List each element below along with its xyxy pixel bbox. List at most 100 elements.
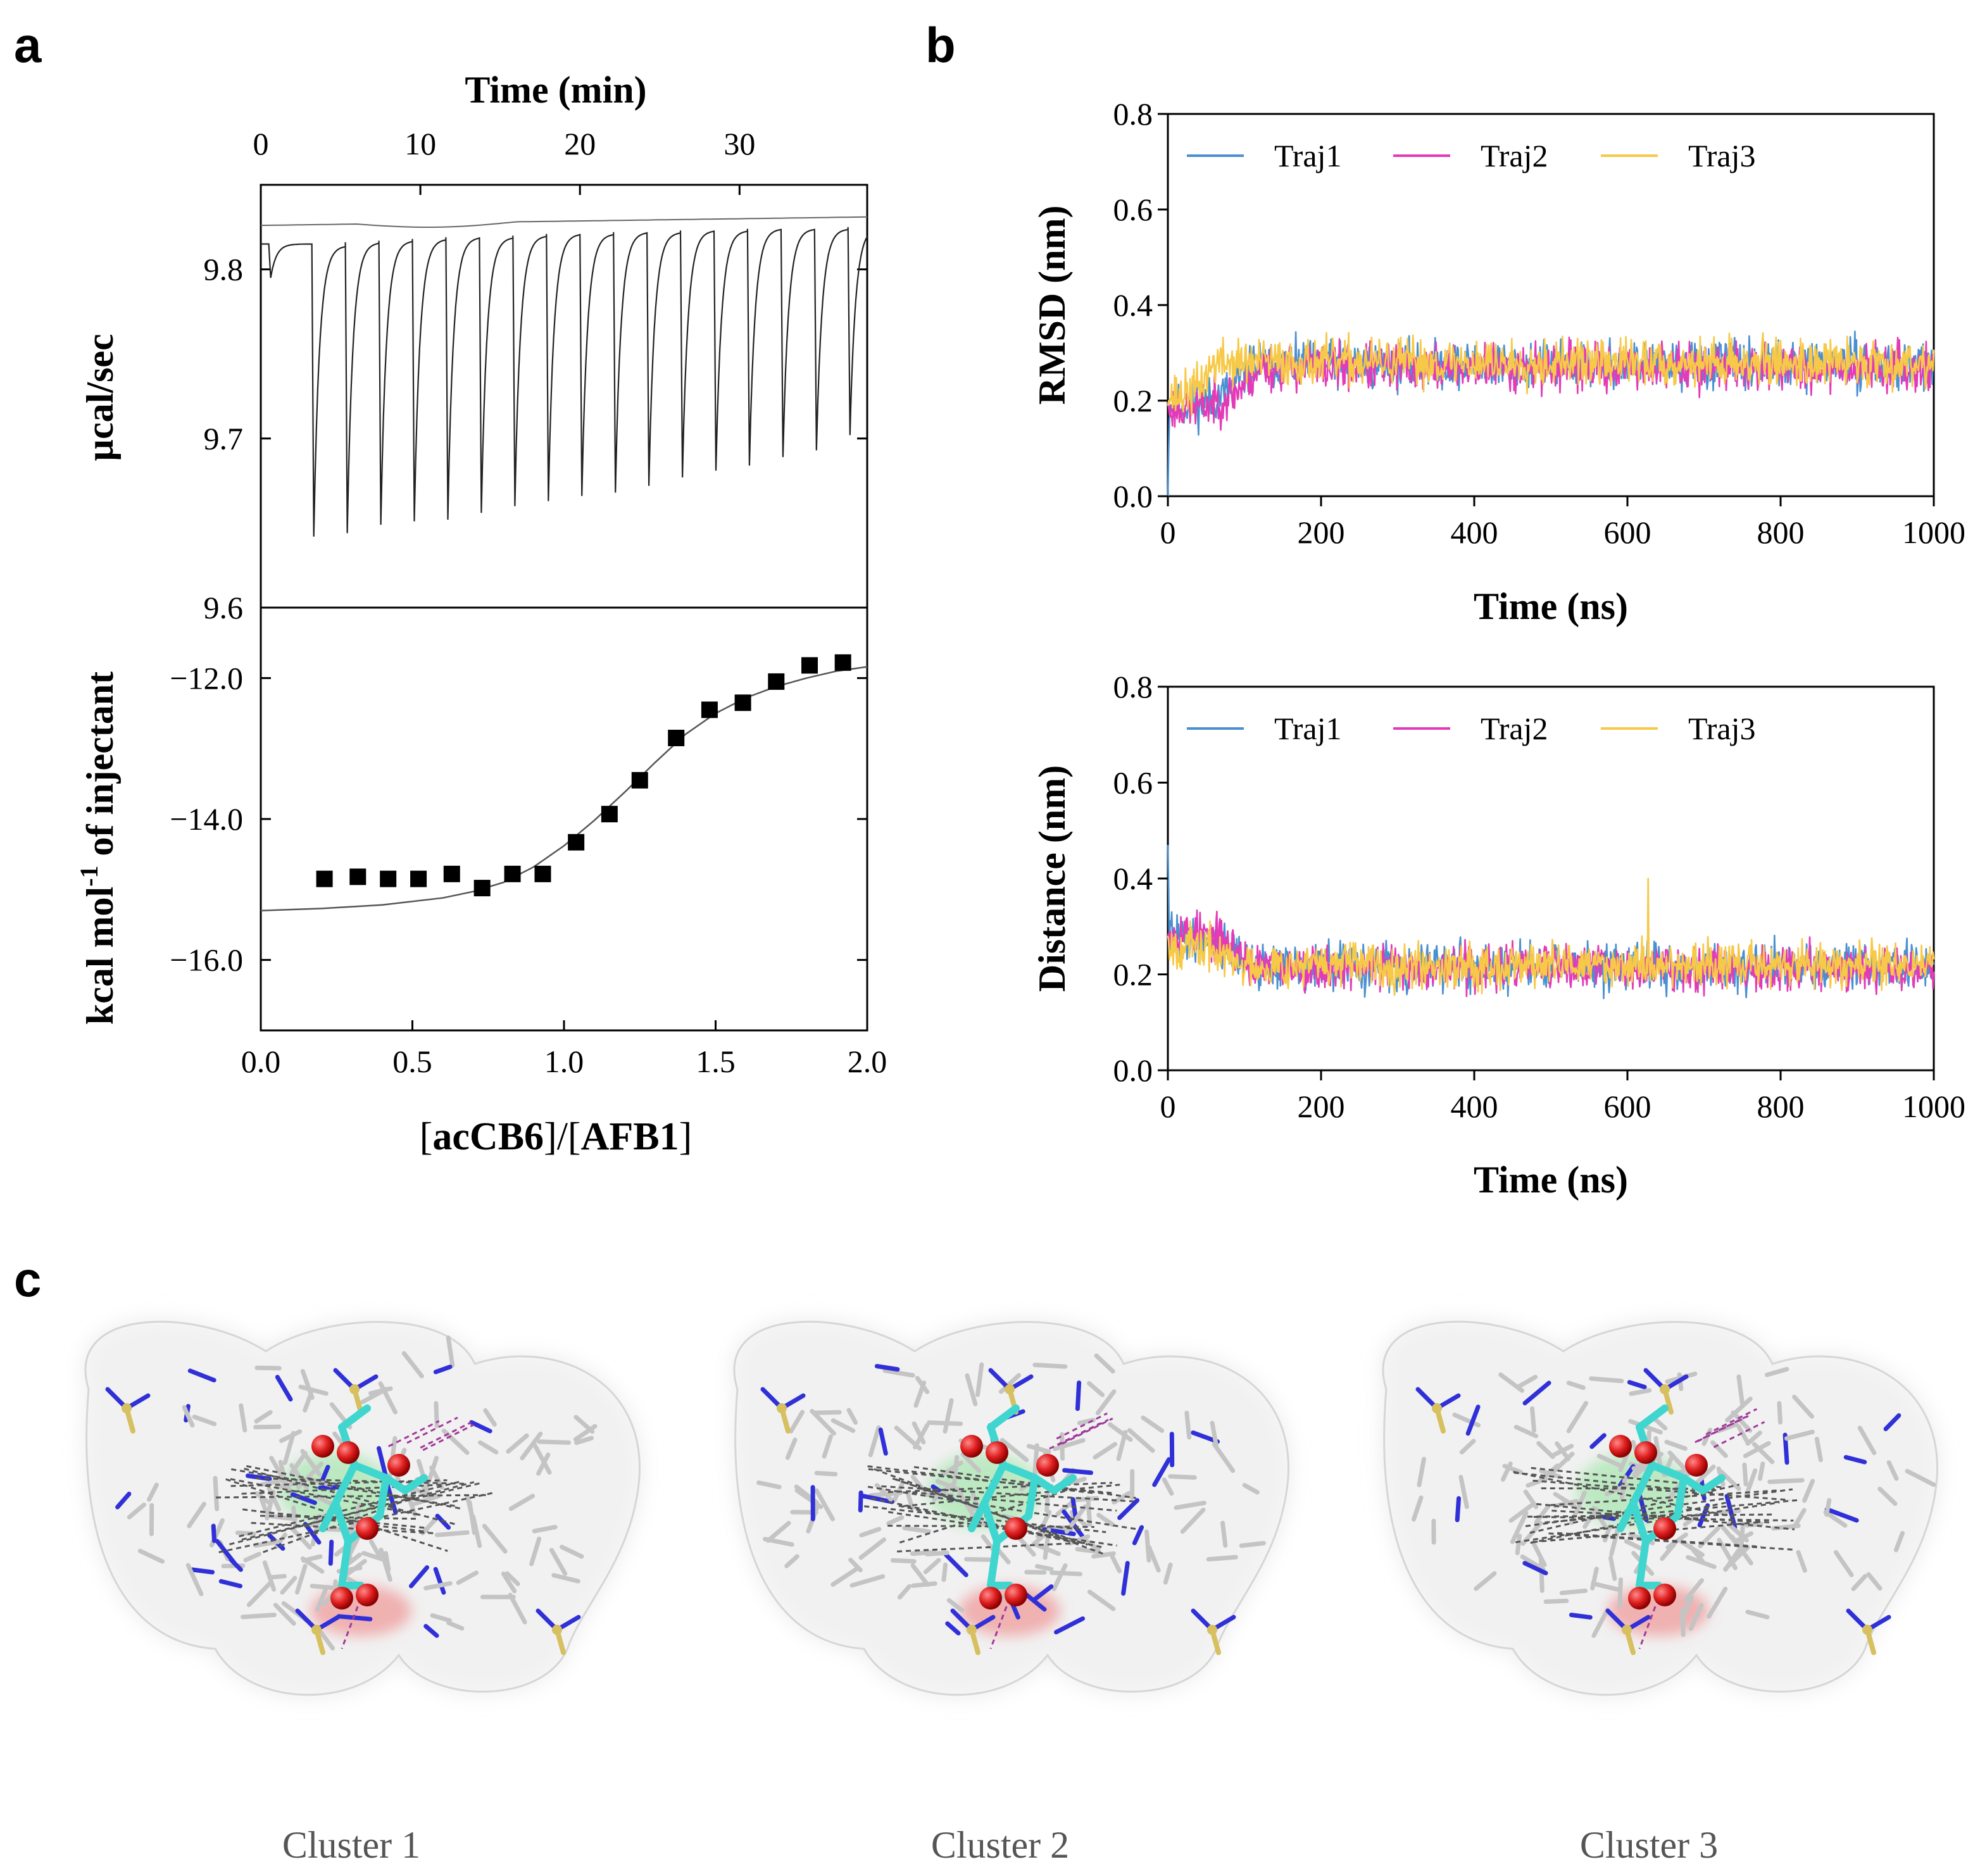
host-bond [1742, 1462, 1748, 1487]
host-bond [811, 1410, 842, 1415]
sulfur-atom [1207, 1625, 1217, 1635]
itc-raw-chart: Time (min) 0 10 20 30 9.6 9.7 9.8 µcal/sec [79, 69, 868, 625]
host-bond [378, 1381, 398, 1415]
host-bond [1660, 1542, 1677, 1561]
rmsd-xtick-label: 400 [1451, 515, 1498, 550]
host-bond [1411, 1495, 1424, 1522]
itc-int-xtick-label: 0.0 [241, 1044, 281, 1079]
host-bond [1513, 1425, 1539, 1439]
sulfur-atom [1660, 1384, 1670, 1394]
host-bond [941, 1562, 948, 1582]
host-bond [246, 1581, 272, 1608]
host-bond [1087, 1381, 1105, 1398]
itc-data-point [316, 870, 333, 887]
host-bond [789, 1410, 805, 1434]
host-bond [315, 1586, 329, 1612]
host-bond [1534, 1503, 1551, 1525]
host-bond [868, 1425, 881, 1458]
host-bond [913, 1423, 930, 1449]
sulfur-atom [122, 1403, 132, 1413]
ligand-afb1 [960, 1404, 1077, 1610]
host-bond [756, 1480, 782, 1489]
host-bond [1857, 1425, 1877, 1455]
host-bond [1062, 1468, 1093, 1475]
ligand-bond [987, 1537, 1001, 1589]
host-bond [1629, 1388, 1652, 1396]
contact-line [913, 1466, 1136, 1499]
host-bond [846, 1408, 858, 1425]
contact-line [1530, 1501, 1726, 1544]
host-bond [1536, 1441, 1555, 1460]
oxygen-atom [1005, 1584, 1027, 1606]
cluster-label: Cluster 2 [931, 1824, 1069, 1866]
host-bond [1824, 1498, 1832, 1517]
host-bond [560, 1544, 584, 1559]
rmsd-series-traj3 [1167, 332, 1935, 416]
host-bond [1087, 1589, 1116, 1611]
host-bond [1116, 1430, 1128, 1461]
host-bond [1851, 1573, 1867, 1591]
contact-line [1532, 1479, 1790, 1501]
host-bond [814, 1470, 838, 1477]
hbond-line [406, 1416, 458, 1444]
distance-legend-label: Traj1 [1274, 711, 1342, 746]
host-bond [1767, 1478, 1805, 1484]
contact-line [1551, 1510, 1771, 1523]
host-bond [213, 1475, 220, 1511]
distance-series-traj3 [1167, 877, 1935, 996]
oxygen-atom [1036, 1454, 1059, 1477]
distance-legend-label: Traj3 [1688, 711, 1756, 746]
host-bond [469, 1420, 492, 1434]
host-bond [1526, 1477, 1548, 1488]
oxygen-atom [1634, 1441, 1657, 1464]
host-bond [316, 1627, 335, 1651]
host-bond [1591, 1581, 1620, 1592]
hbond-line [420, 1422, 472, 1449]
contact-lines [864, 1412, 1140, 1649]
itc-data-point [631, 772, 648, 789]
host-bond [360, 1387, 389, 1404]
host-bond [910, 1581, 937, 1588]
contact-line [887, 1482, 1113, 1493]
ligand-bond [1636, 1404, 1669, 1431]
sulfur-atom [552, 1625, 562, 1635]
oxygen-atom [311, 1435, 334, 1458]
cluster-2-image: Cluster 2 [733, 1320, 1289, 1866]
distance-xtick-label: 1000 [1902, 1089, 1965, 1124]
ligand-bond [401, 1474, 428, 1494]
ligand-bond [987, 1404, 1020, 1431]
host-bond [1032, 1363, 1068, 1369]
host-bond [890, 1558, 917, 1564]
ligand-bond [376, 1474, 390, 1520]
contact-line [1548, 1532, 1794, 1551]
host-bond [1050, 1570, 1082, 1577]
host-bond [1725, 1396, 1753, 1423]
host-bond [290, 1527, 312, 1550]
host-bond [1569, 1613, 1593, 1620]
host-bond [1834, 1550, 1854, 1577]
host-bond [1683, 1578, 1704, 1603]
rmsd-ytick-label: 0.0 [1113, 478, 1153, 514]
itc-data-point [349, 868, 367, 885]
host-bond [456, 1570, 479, 1585]
host-bond [897, 1584, 912, 1600]
sulfur-atom [967, 1625, 977, 1635]
host-bond [1627, 1380, 1647, 1389]
host-bond [1745, 1610, 1770, 1620]
itc-data-point [473, 880, 491, 897]
host-bond [784, 1554, 799, 1568]
host-bond [409, 1565, 430, 1589]
host-bond [932, 1480, 957, 1502]
ligand-bond [1617, 1499, 1637, 1532]
host-bond [1452, 1412, 1481, 1428]
ligand-bond [1629, 1499, 1650, 1545]
host-bond [1054, 1616, 1086, 1635]
contact-line [1545, 1499, 1798, 1523]
ligand-afb1 [1609, 1404, 1726, 1610]
host-bond [218, 1579, 242, 1589]
host-bond [298, 1384, 329, 1396]
host-bond [1075, 1380, 1082, 1411]
contact-line [229, 1481, 475, 1546]
host-bond [1688, 1603, 1704, 1631]
host-bond [291, 1505, 298, 1529]
